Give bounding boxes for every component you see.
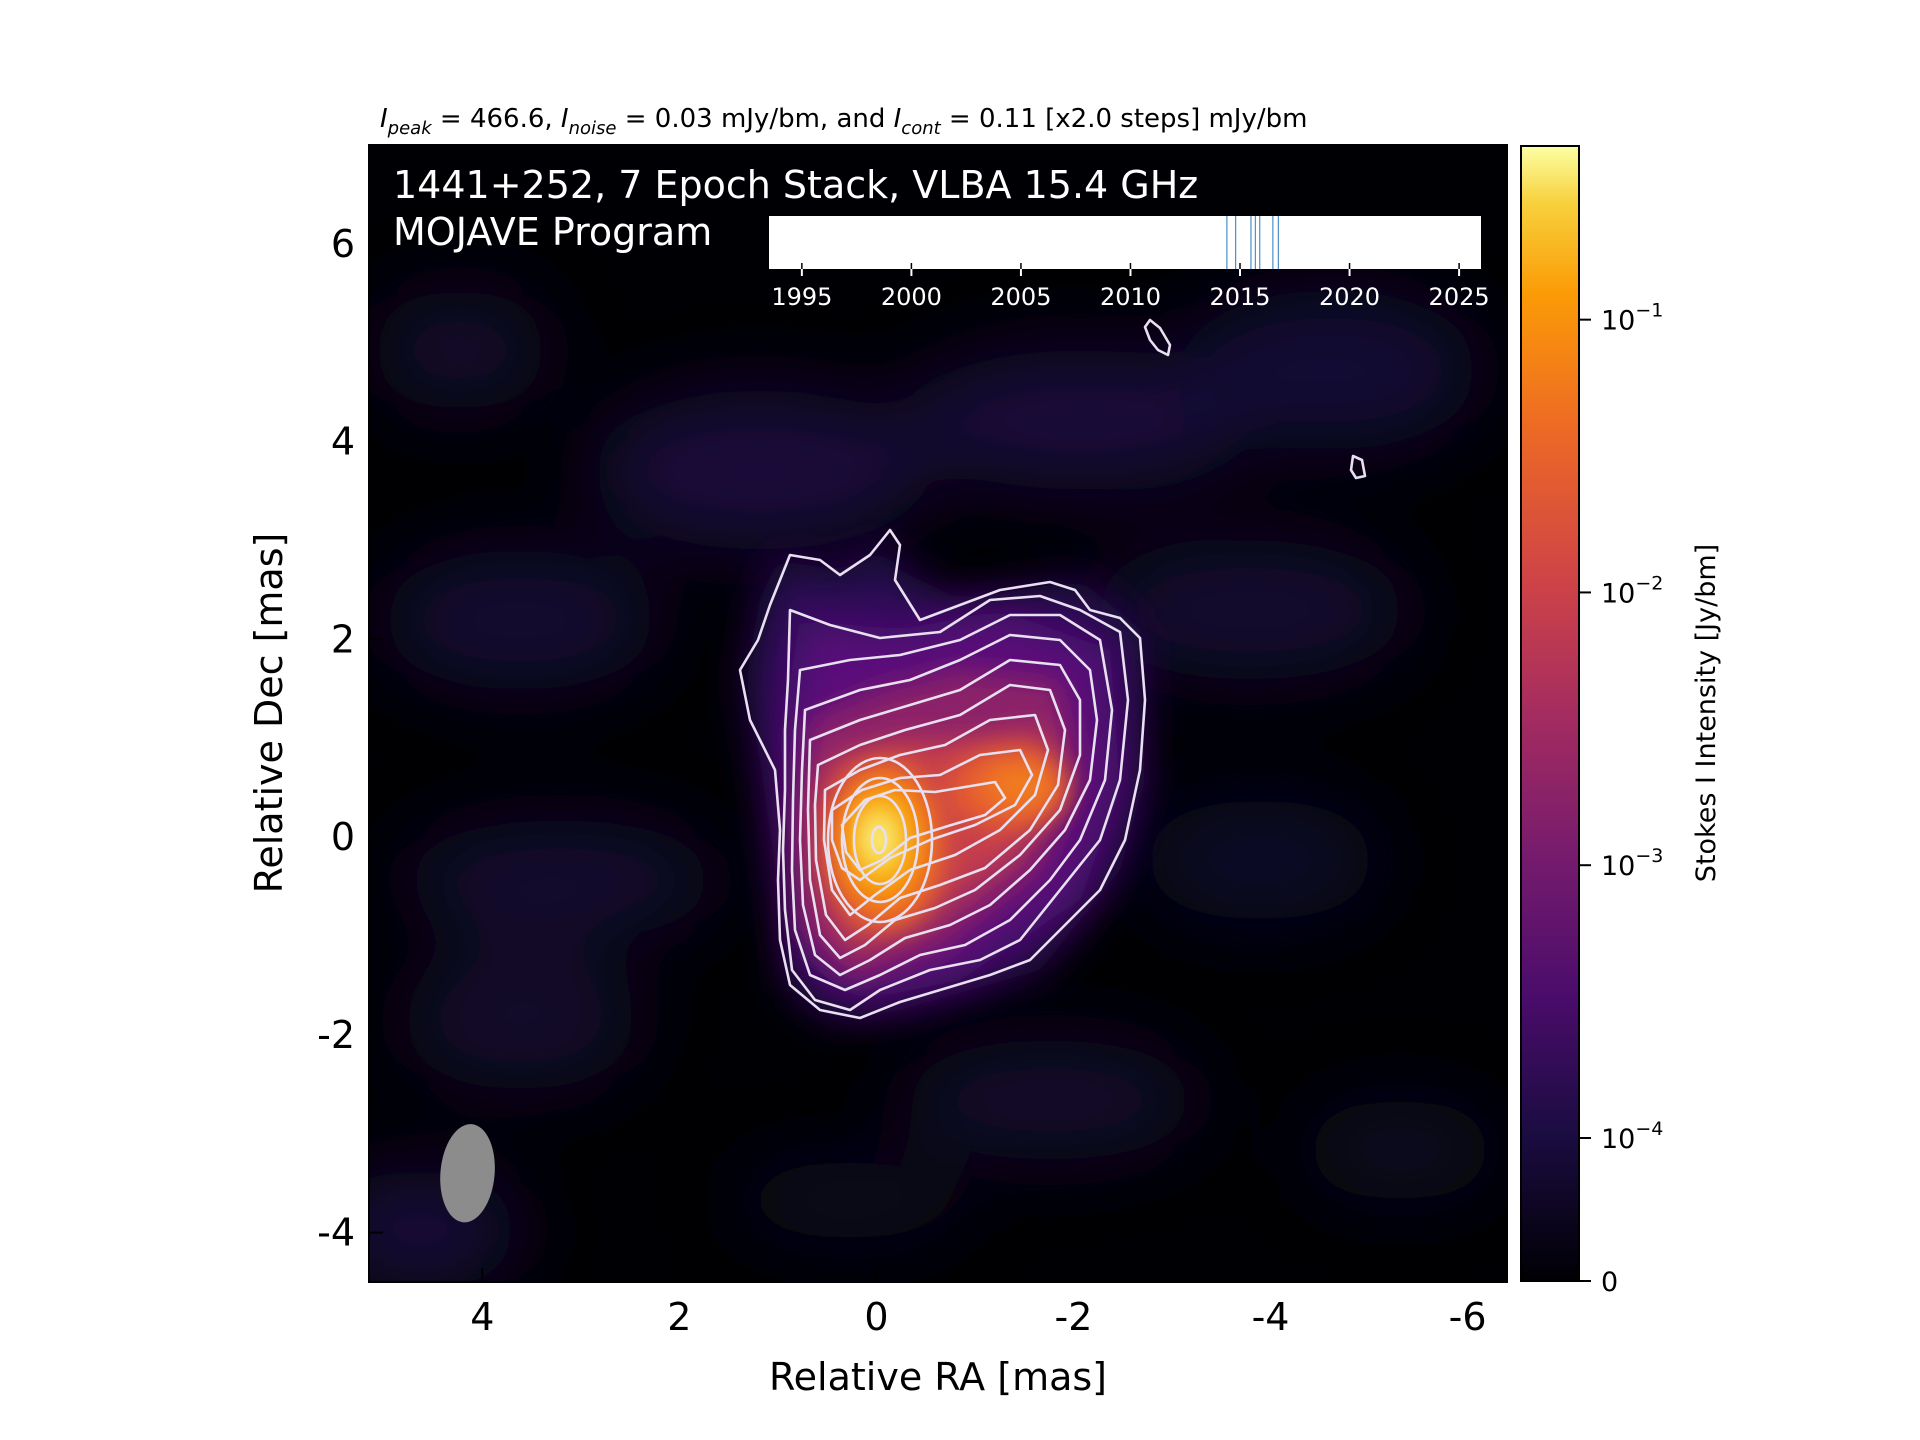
stats-header: Ipeak = 466.6, Inoise = 0.03 mJy/bm, and… xyxy=(380,104,1307,139)
contour-isolated xyxy=(1349,454,1367,480)
contour-isolated xyxy=(1143,318,1172,357)
noise-value: = 0.03 mJy/bm, and xyxy=(616,104,893,134)
colorbar-label: Stokes I Intensity [Jy/bm] xyxy=(1691,544,1722,882)
overlay-title-line1: 1441+252, 7 Epoch Stack, VLBA 15.4 GHz xyxy=(393,163,1198,207)
epoch-tick-label: 1995 xyxy=(771,283,832,311)
noise-background xyxy=(369,290,1500,1282)
peak-value: = 466.6, xyxy=(432,104,561,134)
peak-subscript: peak xyxy=(387,118,434,139)
cont-symbol: I xyxy=(894,104,902,134)
contour-level xyxy=(840,776,920,904)
x-axis-label: Relative RA [mas] xyxy=(769,1355,1107,1399)
contour-level xyxy=(822,713,1050,917)
epoch-lines xyxy=(1226,216,1279,269)
y-tick-label: 6 xyxy=(331,222,355,266)
contour-lines xyxy=(738,318,1367,1020)
contour-level xyxy=(738,528,1147,1020)
beam-ellipse xyxy=(440,1124,495,1223)
colorbar-tick-label: 10−3 xyxy=(1601,845,1663,882)
y-tick-label: 4 xyxy=(331,420,355,464)
y-tick-label: -2 xyxy=(317,1013,355,1057)
overlay-title-line2: MOJAVE Program xyxy=(393,210,712,254)
contour-level xyxy=(870,825,888,855)
cont-subscript: cont xyxy=(901,118,941,139)
y-axis-ticks: -4 -2 0 2 4 6 xyxy=(317,222,383,1255)
y-tick-label: 0 xyxy=(331,815,355,859)
epoch-tick-label: 2005 xyxy=(990,283,1051,311)
colorbar: 0 10−4 10−3 10−2 10−1 Stokes I Intensity [Jy… xyxy=(1520,145,1722,1298)
x-axis-ticks: 4 2 0 -2 -4 -6 xyxy=(470,1268,1487,1339)
x-tick-label: 4 xyxy=(470,1295,494,1339)
epoch-tick-label: 2015 xyxy=(1209,283,1270,311)
colorbar-tick-label: 10−4 xyxy=(1601,1118,1663,1155)
epoch-tick-label: 2000 xyxy=(881,283,942,311)
x-tick-label: 2 xyxy=(667,1295,691,1339)
x-tick-label: -4 xyxy=(1252,1295,1290,1339)
contour-level xyxy=(798,633,1099,977)
peak-symbol: I xyxy=(380,104,388,134)
epoch-ticks: 1995 2000 2005 2010 2015 2020 2025 xyxy=(771,263,1490,311)
contour-level xyxy=(781,594,1130,1012)
x-tick-label: -6 xyxy=(1449,1295,1487,1339)
epoch-tick-label: 2010 xyxy=(1100,283,1161,311)
colorbar-tick-label: 10−2 xyxy=(1601,572,1663,609)
plot-frame xyxy=(368,144,1508,1283)
y-axis-label: Relative Dec [mas] xyxy=(247,533,291,894)
epoch-timeline: 1995 2000 2005 2010 2015 2020 2025 xyxy=(769,216,1490,311)
contour-level xyxy=(813,683,1067,942)
colorbar-tick-label: 0 xyxy=(1601,1267,1618,1298)
colorbar-gradient xyxy=(1520,145,1580,1282)
cont-value: = 0.11 [x2.0 steps] mJy/bm xyxy=(941,104,1308,134)
epoch-timeline-box xyxy=(769,216,1481,269)
x-tick-label: -2 xyxy=(1055,1295,1093,1339)
image-panel xyxy=(369,145,1507,1282)
x-tick-label: 0 xyxy=(864,1295,888,1339)
y-tick-label: 2 xyxy=(331,617,355,661)
y-tick-label: -4 xyxy=(317,1211,355,1255)
contour-level xyxy=(806,658,1082,960)
noise-symbol: I xyxy=(561,104,569,134)
contour-level xyxy=(826,756,934,924)
epoch-tick-label: 2025 xyxy=(1429,283,1490,311)
epoch-tick-label: 2020 xyxy=(1319,283,1380,311)
contour-level xyxy=(852,794,908,886)
colorbar-tick-label: 10−1 xyxy=(1601,300,1663,337)
noise-subscript: noise xyxy=(569,118,617,139)
contour-level xyxy=(790,613,1114,992)
colorbar-ticks: 0 10−4 10−3 10−2 10−1 xyxy=(1579,300,1663,1298)
